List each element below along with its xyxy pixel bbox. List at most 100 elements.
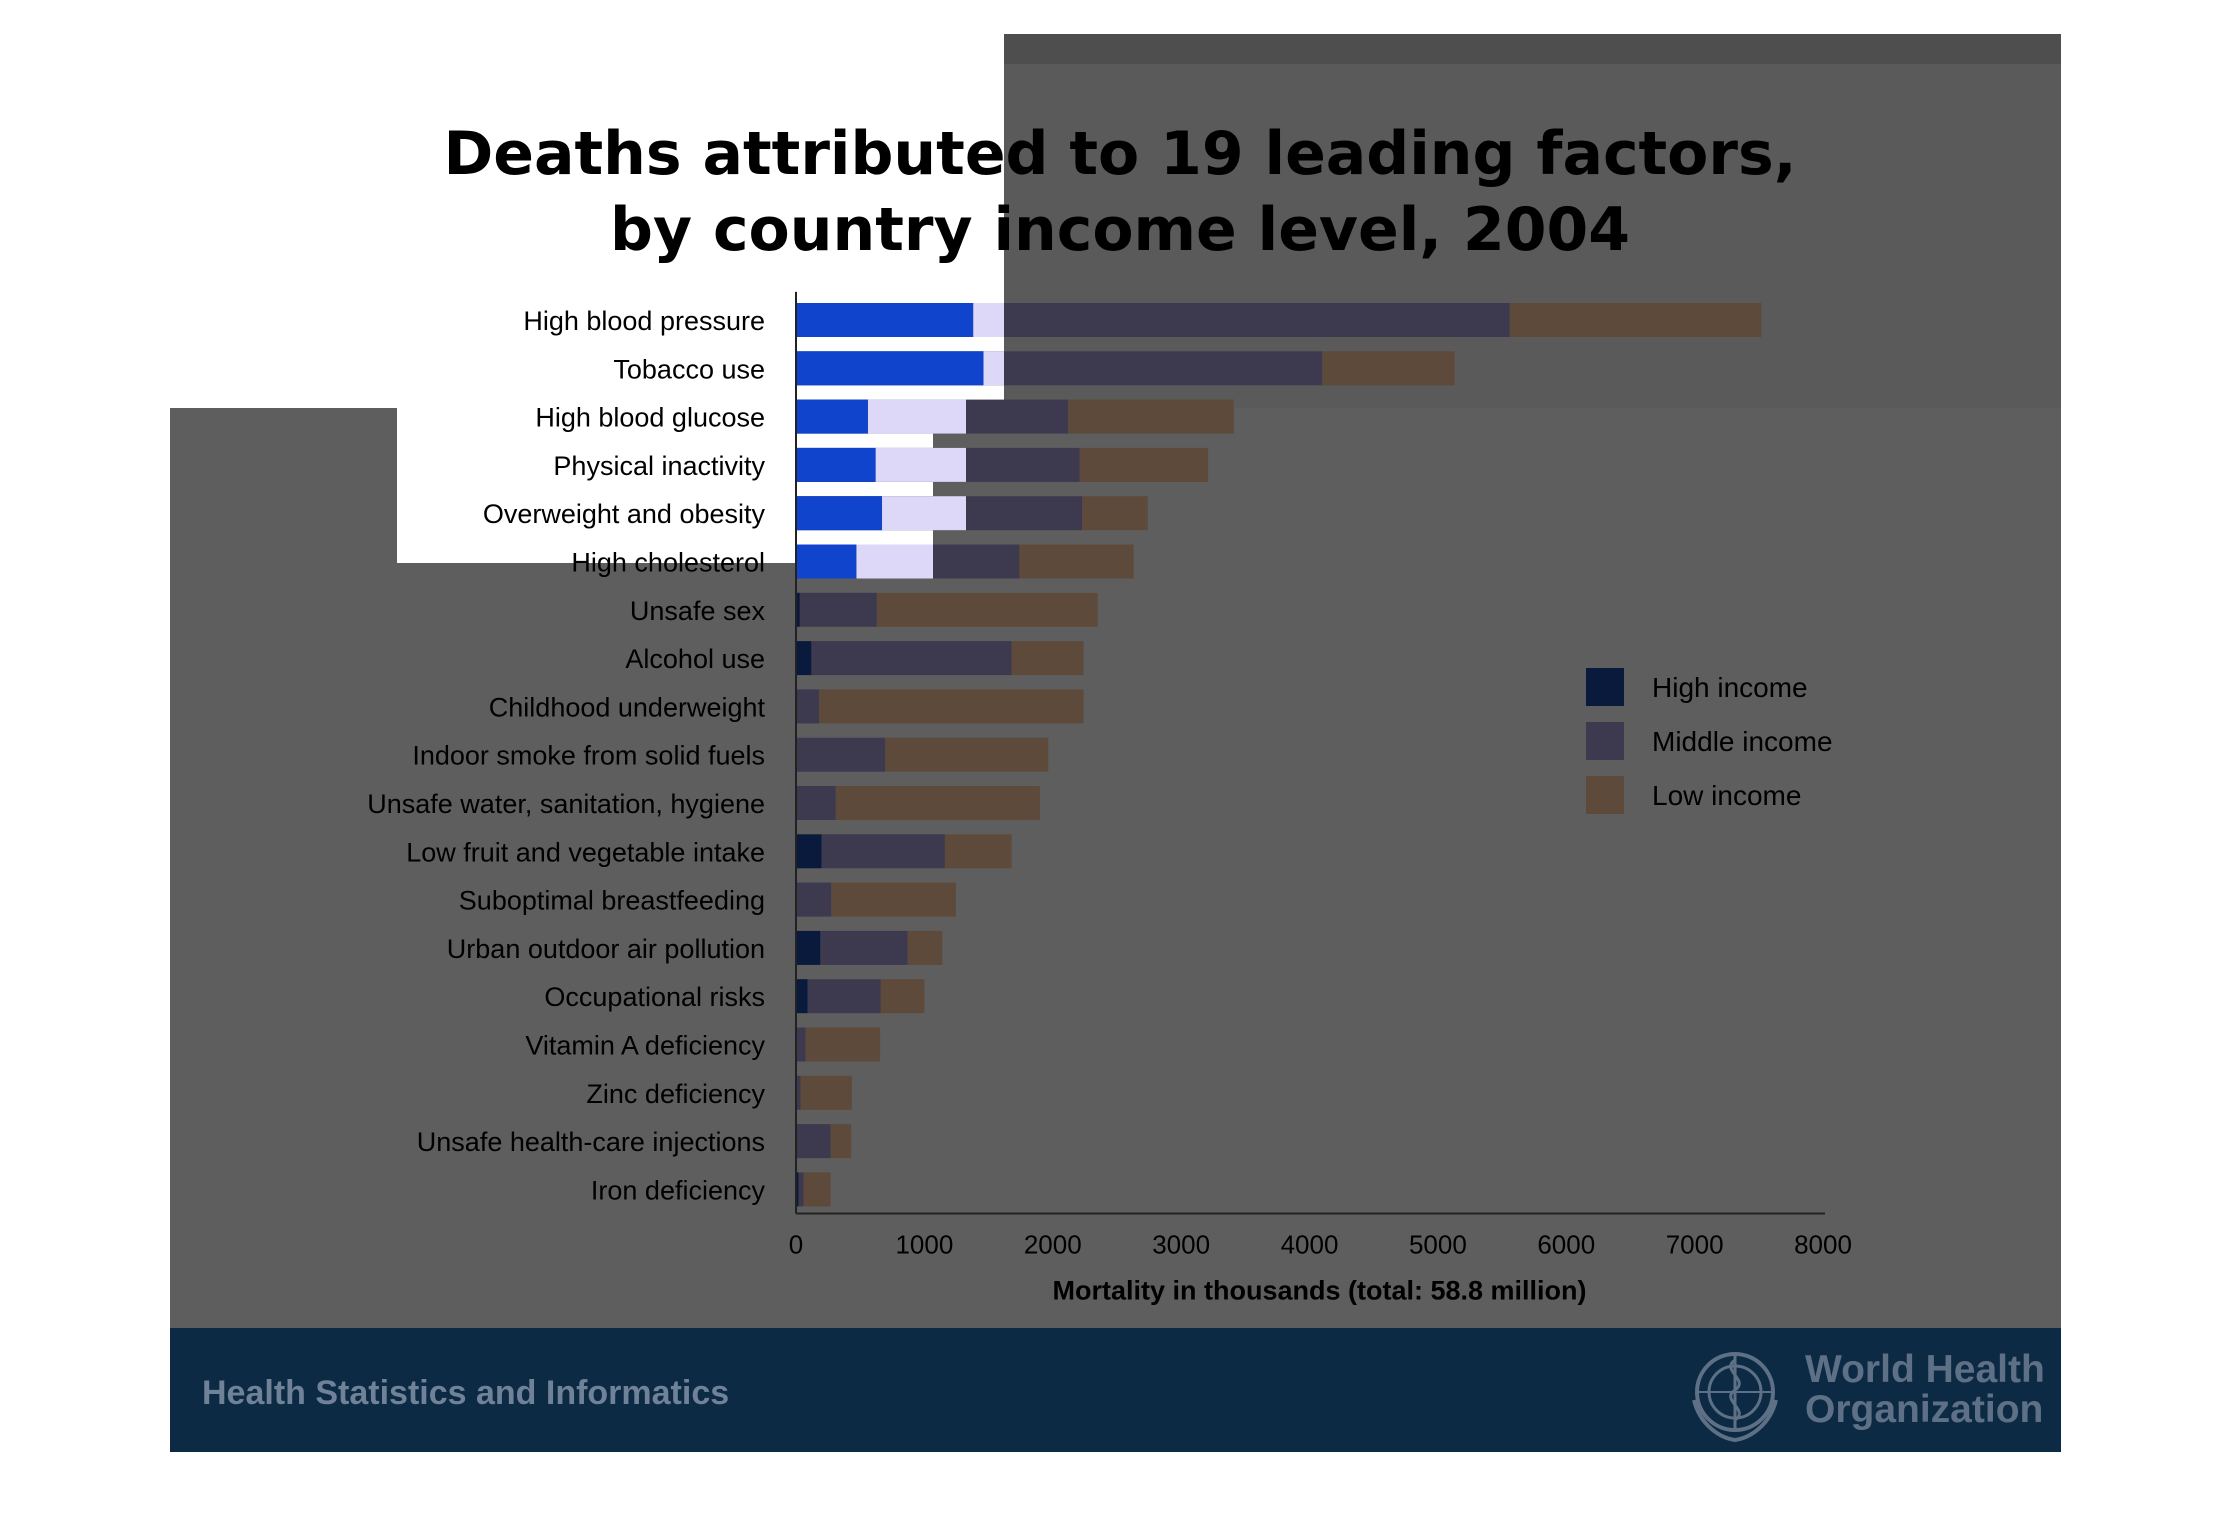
x-axis-title: Mortality in thousands (total: 58.8 mill… [1052,1276,1586,1306]
bar-segment-low-income [880,979,925,1014]
slide-background-top [1004,34,2061,414]
footer-left-text: Health Statistics and Informatics [202,1374,730,1412]
chart-title: Deaths attributed to 19 leading factors,… [400,116,1840,268]
bar-segment-middle-income [796,1075,801,1110]
category-label: Suboptimal breastfeeding [459,886,765,916]
category-label: Vitamin A deficiency [525,1031,765,1061]
bar-segment-middle-income [796,882,832,917]
bar-segment-middle-income [811,641,1012,676]
bar-segment-low-income [831,882,956,917]
x-tick-label: 3000 [1152,1230,1210,1260]
x-tick-label: 7000 [1666,1230,1724,1260]
bar-segment-low-income [907,930,943,965]
bar-segment-high-income [796,979,808,1014]
bar-segment-middle-income [797,786,836,820]
bar-segment-low-income [1509,303,1762,337]
category-label: Occupational risks [544,982,765,1012]
legend-label: High income [1652,672,1808,703]
white-patch-top [0,0,1004,408]
bar-segment-low-income [876,592,1098,627]
chart-title-line-2: by country income level, 2004 [610,195,1630,265]
x-tick-label: 8000 [1794,1230,1852,1260]
category-label: Unsafe health-care injections [417,1127,765,1157]
bar-segment-high-income [796,930,821,965]
bar-segment-middle-income [799,592,877,627]
bar-segment-low-income [835,786,1040,820]
bar-segment-middle-income [796,1027,806,1062]
bar-segment-low-income [885,737,1049,772]
bar-segment-middle-income [807,979,881,1014]
bar-segment-low-income [1011,641,1084,676]
highlight-lavender [875,447,966,482]
highlight-overlay [796,303,1004,579]
legend-label: Middle income [1652,726,1833,757]
highlight-blue [796,447,876,482]
bar-segment-middle-income [797,1124,831,1159]
x-tick-label: 6000 [1537,1230,1595,1260]
bar-segment-low-income [944,834,1012,869]
who-name-line-2: Organization [1805,1388,2044,1431]
legend-label: Low income [1652,780,1801,811]
highlight-blue [796,351,984,386]
slide-frame-edge [1004,34,2061,64]
bar-segment-high-income [796,834,822,869]
bar-segment-middle-income [798,1172,804,1207]
category-label: Tobacco use [613,354,765,384]
highlight-lavender [856,544,933,579]
highlight-lavender [973,303,1004,337]
footer-bar [170,1328,2061,1452]
bar-segment-middle-income [820,930,908,965]
category-label: Overweight and obesity [483,499,766,529]
bar-segment-middle-income [973,303,1510,337]
bar-segment-low-income [805,1027,881,1062]
chart-title-line-1: Deaths attributed to 19 leading factors, [443,119,1797,189]
bar-segment-low-income [819,689,1084,724]
category-label: Iron deficiency [591,1175,766,1205]
bar-segment-low-income [800,1075,852,1110]
bar-segment-middle-income [797,689,820,724]
bar-segment-low-income [1322,351,1455,386]
bar-segment-low-income [830,1124,852,1159]
x-axis: 0 1000 2000 3000 4000 5000 6000 7000 8000 Mortali… [789,291,1852,1306]
highlight-blue [796,303,974,337]
bar-segment-high-income [796,641,812,676]
x-tick-label: 1000 [895,1230,953,1260]
bar-segment-middle-income [983,351,1323,386]
legend: High income Middle income Low income [1586,668,1833,814]
highlight-blue [796,544,857,579]
x-tick-label: 2000 [1024,1230,1082,1260]
category-label: High cholesterol [571,548,765,578]
highlight-lavender [882,496,966,531]
category-label: Childhood underweight [489,692,766,722]
bar-segment-low-income [1068,399,1234,434]
who-name-line-1: World Health [1805,1348,2045,1391]
bar-segment-high-income [796,592,800,627]
category-label: High blood pressure [523,306,765,336]
bar-segment-middle-income [796,737,886,772]
bar-group [796,303,1762,1207]
x-tick-label: 4000 [1281,1230,1339,1260]
x-tick-label: 0 [789,1230,803,1260]
legend-swatch [1586,722,1624,760]
category-label: Urban outdoor air pollution [447,934,765,964]
x-tick-label: 5000 [1409,1230,1467,1260]
category-label: Unsafe water, sanitation, hygiene [367,789,765,819]
who-organization-name: World Health Organization [1805,1350,2045,1430]
category-label: High blood glucose [535,403,765,433]
bar-segment-low-income [803,1172,831,1207]
legend-swatch [1586,776,1624,814]
legend-swatch [1586,668,1624,706]
highlight-lavender [983,351,1004,386]
category-label: Unsafe sex [630,596,766,626]
bar-segment-middle-income [821,834,945,869]
bar-segment-high-income [796,1172,799,1207]
highlight-lavender [867,399,966,434]
category-label: Low fruit and vegetable intake [406,837,765,867]
bar-segment-low-income [1079,447,1209,482]
bar-segment-low-income [1082,496,1148,531]
who-emblem-icon [1692,1352,1778,1443]
category-labels: High blood pressure Tobacco use High blood… [367,306,765,1205]
category-label: Indoor smoke from solid fuels [412,741,765,771]
